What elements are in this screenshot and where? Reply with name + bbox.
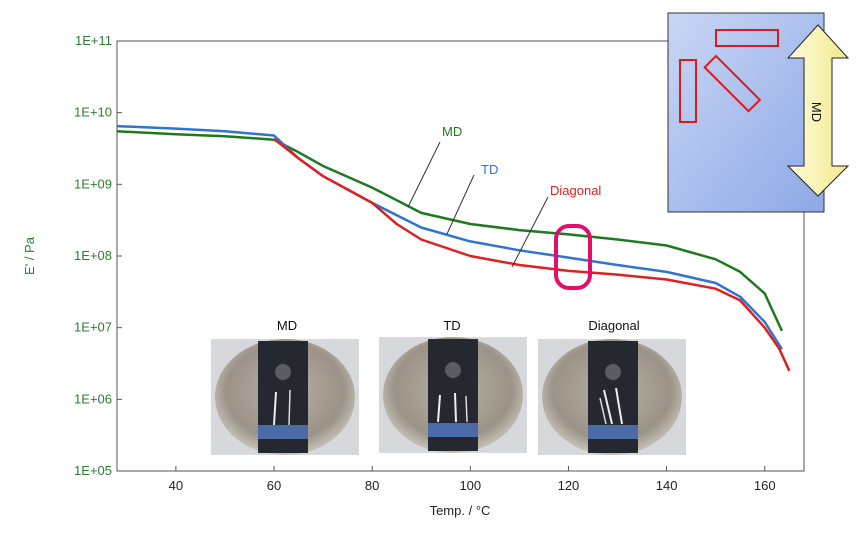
y-tick-label: 1E+08 [74, 248, 112, 263]
x-axis-title: Temp. / °C [430, 503, 491, 518]
x-tick-labels: 40 60 80 100 120 140 160 [169, 466, 776, 493]
md-leader-line [407, 141, 441, 208]
md-arrow-label: MD [809, 102, 824, 122]
td-annotation-label: TD [481, 162, 498, 177]
y-tick-label: 1E+06 [74, 391, 112, 406]
x-tick-label: 160 [754, 478, 776, 493]
orientation-inset: MD [667, 12, 850, 213]
td-leader-line [446, 174, 475, 235]
y-tick-label: 1E+11 [75, 33, 112, 48]
x-tick-label: 60 [267, 478, 281, 493]
photo-diagonal: Diagonal [538, 318, 686, 455]
x-tick-label: 120 [558, 478, 580, 493]
x-tick-label: 140 [656, 478, 678, 493]
series-layer [116, 124, 791, 372]
photo-md-title: MD [277, 318, 297, 333]
y-tick-labels: 1E+05 1E+06 1E+07 1E+08 1E+09 1E+10 1E+11 [74, 33, 122, 478]
x-tick-label: 100 [459, 478, 481, 493]
y-axis-title: E' / Pa [22, 236, 37, 275]
photo-diagonal-title: Diagonal [588, 318, 639, 333]
photo-md: MD [211, 318, 359, 455]
annotation-layer: MD TD Diagonal [407, 124, 601, 290]
x-tick-label: 40 [169, 478, 183, 493]
y-tick-label: 1E+10 [74, 105, 112, 120]
td-specimen-shape [715, 29, 779, 47]
inset-photos: MD TD Diagonal [211, 318, 686, 455]
diagonal-annotation-label: Diagonal [550, 183, 601, 198]
y-tick-label: 1E+09 [74, 176, 112, 191]
series-line-diagonal [273, 137, 791, 372]
photo-td: TD [379, 318, 527, 453]
photo-td-title: TD [443, 318, 460, 333]
x-tick-label: 80 [365, 478, 379, 493]
diagonal-specimen-shape [703, 54, 762, 113]
series-line-md [116, 130, 784, 332]
highlight-marker [554, 224, 592, 290]
series-line-td [116, 124, 783, 350]
md-specimen-shape [679, 59, 697, 123]
md-annotation-label: MD [442, 124, 462, 139]
y-tick-label: 1E+07 [74, 320, 112, 335]
md-direction-arrow [786, 24, 850, 197]
diagonal-leader-line [511, 196, 549, 268]
y-tick-label: 1E+05 [74, 463, 112, 478]
